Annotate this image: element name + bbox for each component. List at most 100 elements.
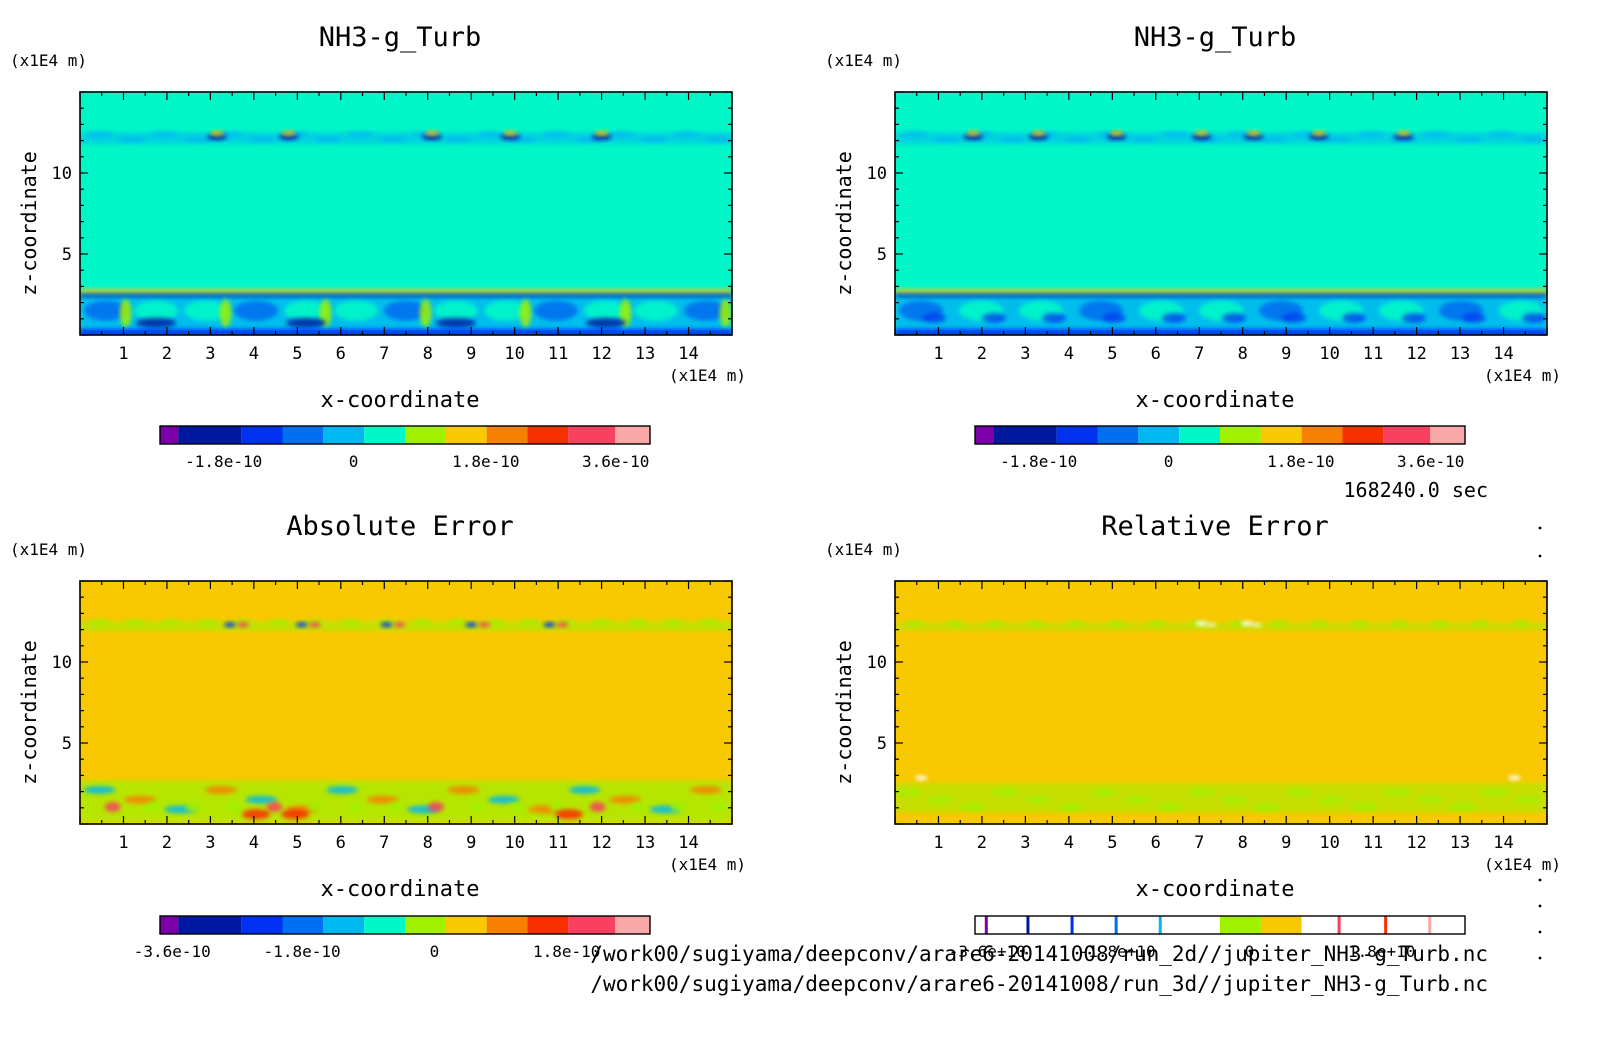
colorbar-cell	[1220, 426, 1261, 444]
texture-blob	[1521, 312, 1546, 323]
texture-blob	[412, 619, 433, 626]
y-axis-label: z-coordinate	[17, 640, 41, 785]
colorbar-tick-label: 0	[1164, 452, 1174, 471]
x-tick-label: 6	[1151, 833, 1161, 853]
texture-blob	[281, 809, 310, 820]
texture-blob	[549, 801, 566, 812]
x-tick-label: 6	[1151, 344, 1161, 364]
time-label: 168240.0 sec	[1343, 478, 1489, 502]
colorbar-cell	[445, 916, 487, 934]
texture-blob	[1024, 795, 1053, 804]
x-tick-label: 9	[1281, 344, 1291, 364]
texture-blob	[519, 299, 532, 328]
colorbar-cell	[1342, 426, 1384, 444]
texture-blob	[380, 622, 393, 628]
colorbar-cell	[241, 916, 283, 934]
colorbar-cell	[1383, 426, 1431, 444]
colorbar-marker	[1158, 916, 1162, 934]
texture-blob	[556, 622, 569, 628]
colorbar-cell	[282, 916, 324, 934]
texture-blob	[219, 299, 232, 328]
texture-blob	[1448, 802, 1477, 811]
x-tick-label: 13	[1450, 344, 1470, 364]
colorbar-cell	[241, 426, 283, 444]
texture-blob	[134, 300, 179, 321]
colorbar-cell	[1301, 426, 1343, 444]
texture-blob	[136, 317, 177, 328]
colorbar-frame	[159, 915, 651, 935]
colorbar-tick-label: 1.8e-10	[452, 452, 519, 471]
texture-blob	[719, 299, 732, 328]
y-axis-label: z-coordinate	[17, 151, 41, 296]
colorbar-cell	[1260, 916, 1302, 934]
texture-blob	[465, 622, 478, 628]
heatmap-texture	[80, 619, 732, 823]
texture-blob	[284, 300, 329, 321]
colorbar-cell	[568, 916, 616, 934]
texture-blob	[245, 795, 278, 804]
texture-blob	[206, 133, 227, 140]
texture-blob	[487, 795, 520, 804]
texture-blob	[591, 133, 612, 140]
colorbar-marker	[1026, 916, 1030, 934]
colorbar-tick-label: 0	[1245, 942, 1255, 961]
colorbar-cell	[323, 916, 365, 934]
texture-blob	[281, 130, 296, 136]
texture-blob	[639, 136, 668, 143]
colorbar-cell	[178, 426, 242, 444]
texture-blob	[1508, 775, 1521, 781]
texture-blob	[670, 801, 687, 812]
colorbar-cell	[1383, 916, 1431, 934]
texture-blob	[1422, 131, 1451, 138]
colorbar-cell	[1179, 426, 1220, 444]
texture-blob	[286, 317, 327, 328]
texture-blob	[966, 130, 981, 136]
x-axis-label: x-coordinate	[321, 877, 480, 902]
texture-blob	[89, 619, 110, 626]
texture-blob	[1031, 130, 1046, 136]
colorbar-cell	[282, 426, 324, 444]
x-tick-label: 8	[1238, 344, 1248, 364]
texture-blob	[945, 620, 964, 627]
edge-dot	[1538, 930, 1542, 934]
texture-blob	[1487, 131, 1516, 138]
texture-band	[80, 293, 732, 298]
colorbar-cell	[615, 916, 650, 934]
texture-blob	[998, 136, 1027, 143]
x-tick-label: 12	[1406, 344, 1426, 364]
colorbar-cell	[527, 426, 569, 444]
texture-blob	[963, 133, 984, 140]
colorbar-cell	[1430, 426, 1465, 444]
texture-blob	[387, 801, 404, 812]
x-tick-label: 2	[162, 833, 172, 853]
texture-blob	[234, 300, 279, 321]
texture-blob	[393, 622, 406, 628]
x-tick-label: 3	[1020, 344, 1030, 364]
heatmap-texture	[895, 620, 1547, 813]
edge-dot	[1538, 956, 1542, 960]
texture-blob	[500, 133, 521, 140]
texture-blob	[184, 300, 229, 321]
x-unit-label: (x1E4 m)	[669, 366, 746, 385]
x-tick-label: 1	[118, 344, 128, 364]
colorbar-cell	[405, 916, 446, 934]
chart-title: NH3-g_Turb	[1134, 22, 1297, 53]
texture-blob	[278, 133, 299, 140]
texture-blob	[1350, 620, 1369, 627]
texture-blob	[340, 619, 361, 626]
texture-blob	[986, 620, 1005, 627]
x-tick-label: 7	[379, 344, 389, 364]
texture-blob	[1511, 620, 1530, 627]
texture-blob	[118, 136, 147, 143]
texture-blob	[1106, 133, 1127, 140]
texture-blob	[508, 801, 525, 812]
x-tick-label: 11	[548, 833, 568, 853]
colorbar-marker	[1428, 916, 1432, 934]
colorbar-marker	[1070, 916, 1074, 934]
colorbar-tick-label: 1.8e-10	[1267, 452, 1334, 471]
texture-blob	[425, 130, 440, 136]
texture-blob	[1415, 795, 1444, 804]
texture-blob	[1461, 312, 1486, 323]
texture-blob	[541, 131, 570, 138]
texture-blob	[905, 620, 924, 627]
